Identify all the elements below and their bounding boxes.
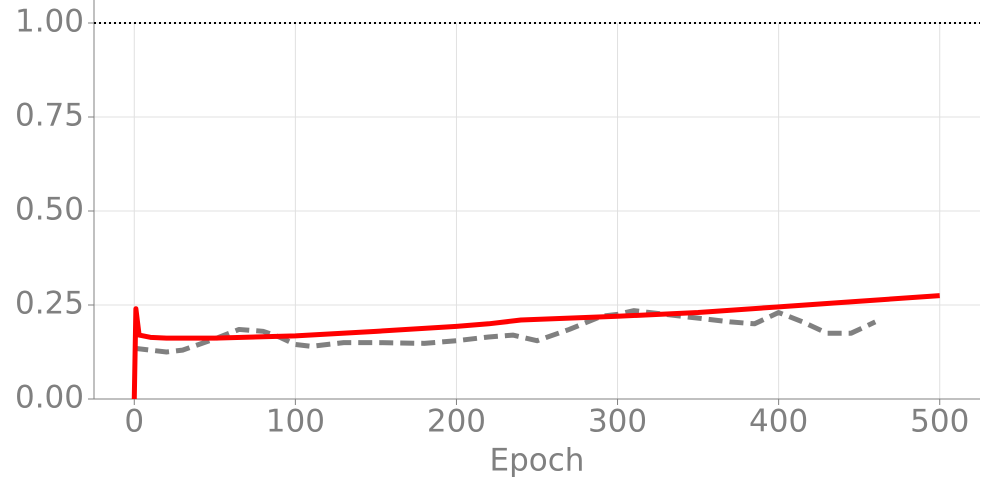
x-tick-label: 300 <box>588 404 647 440</box>
x-tick-label: 0 <box>124 404 144 440</box>
y-tick-label: 1.00 <box>15 4 84 40</box>
y-tick-label: 0.25 <box>15 286 84 322</box>
y-tick-label: 0.00 <box>15 380 84 416</box>
line-series <box>133 308 877 355</box>
x-axis-label: Epoch <box>490 443 585 479</box>
line-series <box>131 293 940 400</box>
x-tick-label: 400 <box>749 404 808 440</box>
y-tick-label: 0.75 <box>15 98 84 134</box>
y-tick-label: 0.50 <box>15 192 84 228</box>
x-tick-label: 100 <box>266 404 325 440</box>
x-tick-label: 200 <box>427 404 486 440</box>
x-tick-label: 500 <box>910 404 969 440</box>
